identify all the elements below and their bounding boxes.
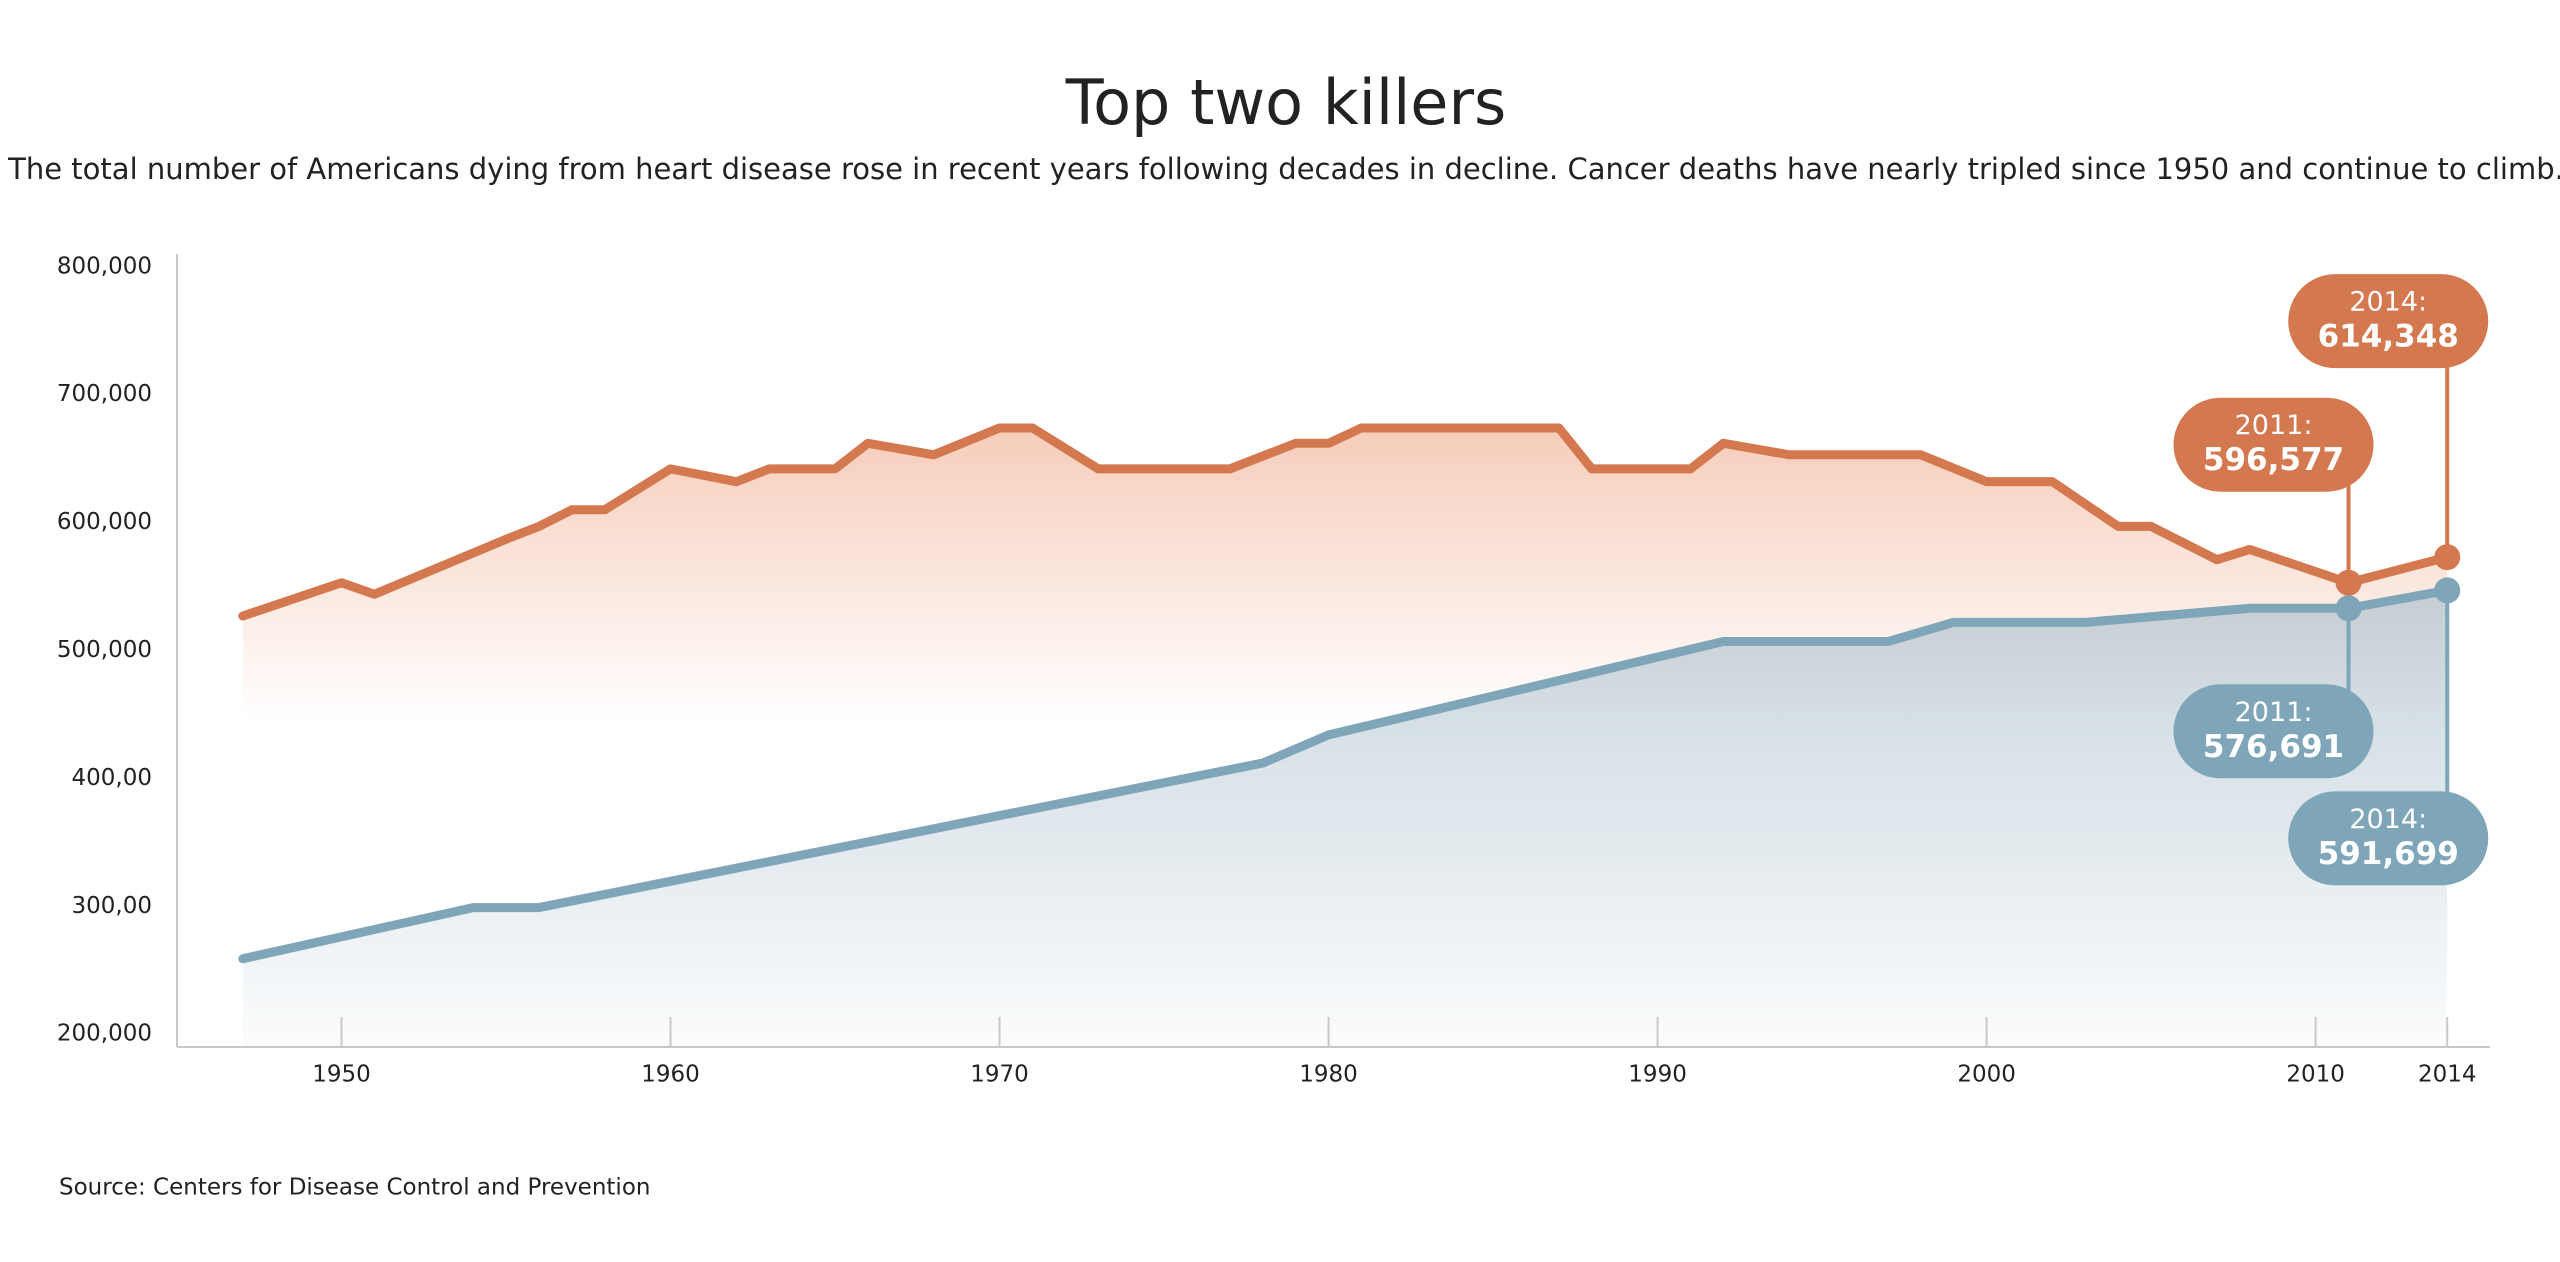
annotation-value: 614,348 xyxy=(2318,319,2459,355)
annotation-value: 596,577 xyxy=(2203,442,2344,478)
annotation-value: 576,691 xyxy=(2203,729,2344,765)
point xyxy=(2434,577,2461,604)
axes: 800,000 700,000 600,000 500,000 400,00 300,00… xyxy=(57,253,2490,1088)
x-tick-label: 1990 xyxy=(1628,1062,1687,1088)
annotation-bubble xyxy=(2173,684,2374,779)
point xyxy=(2434,544,2461,571)
areas xyxy=(242,427,2448,1048)
x-tick-label: 1980 xyxy=(1299,1062,1358,1088)
point xyxy=(2335,569,2362,596)
y-tick-label: 500,000 xyxy=(57,637,152,663)
source: Source: Centers for Disease Control and … xyxy=(59,1175,650,1201)
y-tick-label: 800,000 xyxy=(57,253,152,279)
lines xyxy=(238,423,2452,964)
annotation-bubble xyxy=(2288,274,2489,369)
annotation-value: 591,699 xyxy=(2318,836,2459,872)
chart-subtitle: The total number of Americans dying from… xyxy=(7,152,2560,186)
point xyxy=(2335,595,2362,622)
x-tick-label: 1960 xyxy=(641,1062,700,1088)
y-tick-label: 200,000 xyxy=(57,1021,152,1047)
y-tick-label: 600,000 xyxy=(57,509,152,535)
x-tick-label: 2014 xyxy=(2418,1062,2477,1088)
x-tick-label: 1970 xyxy=(970,1062,1029,1088)
line xyxy=(238,423,2452,621)
x-tick-label: 2000 xyxy=(1957,1062,2016,1088)
annotation-year: 2011: xyxy=(2235,697,2313,728)
annotation-bubble xyxy=(2288,791,2489,886)
line xyxy=(238,585,2452,964)
x-tick-label: 2010 xyxy=(2286,1062,2345,1088)
annotation-bubble xyxy=(2173,397,2374,492)
annotation-year: 2014: xyxy=(2349,804,2427,835)
y-tick-label: 300,00 xyxy=(72,893,152,919)
annotations: 2011:596,5772014:614,3482011:576,6912014… xyxy=(2173,274,2489,886)
x-tick-label: 1950 xyxy=(312,1062,371,1088)
area xyxy=(242,590,2448,1047)
annotation-year: 2014: xyxy=(2349,287,2427,318)
y-tick-label: 400,00 xyxy=(72,765,152,791)
y-tick-label: 700,000 xyxy=(57,381,152,407)
annotation-year: 2011: xyxy=(2235,410,2313,441)
chart-title: Top two killers xyxy=(1065,66,1507,139)
